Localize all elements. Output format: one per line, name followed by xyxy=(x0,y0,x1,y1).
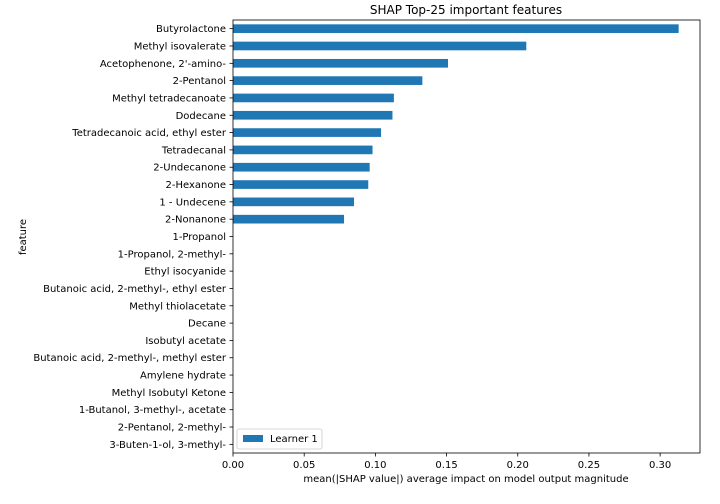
y-tick-label: Amylene hydrate xyxy=(140,371,226,382)
bar-7 xyxy=(233,145,373,155)
bar-2 xyxy=(233,58,448,68)
legend-swatch xyxy=(243,435,263,442)
y-tick-label: Butyrolactone xyxy=(156,24,226,35)
plot-frame xyxy=(232,19,701,454)
bar-11 xyxy=(233,214,345,224)
y-axis-ticks: Butyrolactone Methyl isovalerate Acetophen… xyxy=(33,24,233,451)
y-tick-label: Butanoic acid, 2-methyl-, methyl ester xyxy=(33,353,227,364)
x-axis-label: mean(|SHAP value|) average impact on mod… xyxy=(303,474,628,485)
y-tick-label: 1 - Undecene xyxy=(159,197,226,208)
x-axis-ticks: 0.00 0.05 0.10 0.15 0.20 0.25 0.30 xyxy=(222,453,671,471)
y-tick-label: 3-Buten-1-ol, 3-methyl- xyxy=(109,440,226,451)
x-tick-label: 0.30 xyxy=(649,460,671,471)
y-tick-label: Methyl isovalerate xyxy=(134,41,226,52)
bar-6 xyxy=(233,128,382,137)
y-tick-label: Methyl thiolacetate xyxy=(129,301,226,312)
y-tick-label: 1-Propanol, 2-methyl- xyxy=(118,249,227,260)
bar-4 xyxy=(233,93,394,103)
y-tick-label: 2-Hexanone xyxy=(166,180,226,191)
legend: Learner 1 xyxy=(236,428,323,450)
bar-3 xyxy=(233,76,423,85)
y-tick-label: Dodecane xyxy=(176,111,226,122)
x-tick-label: 0.25 xyxy=(578,460,600,471)
bar-5 xyxy=(233,110,393,120)
y-tick-label: Tetradecanoic acid, ethyl ester xyxy=(71,128,227,139)
y-tick-label: Ethyl isocyanide xyxy=(144,267,226,278)
y-tick-label: 2-Undecanone xyxy=(153,163,226,174)
y-tick-label: Methyl Isobutyl Ketone xyxy=(112,388,226,399)
y-tick-label: Acetophenone, 2'-amino- xyxy=(100,59,227,70)
chart-title: SHAP Top-25 important features xyxy=(370,3,562,17)
y-tick-label: Methyl tetradecanoate xyxy=(112,93,226,104)
bars-group xyxy=(233,24,679,224)
y-tick-label: Butanoic acid, 2-methyl-, ethyl ester xyxy=(43,284,227,295)
x-tick-label: 0.00 xyxy=(222,460,244,471)
y-tick-label: Decane xyxy=(188,319,226,330)
x-tick-label: 0.10 xyxy=(364,460,386,471)
y-tick-label: Tetradecanal xyxy=(161,145,226,156)
x-tick-label: 0.20 xyxy=(507,460,529,471)
y-axis-label: feature xyxy=(18,219,29,255)
bar-1 xyxy=(233,41,527,51)
legend-label: Learner 1 xyxy=(270,434,318,445)
bar-0 xyxy=(233,24,679,33)
x-tick-label: 0.15 xyxy=(435,460,457,471)
bar-9 xyxy=(233,180,369,189)
bar-10 xyxy=(233,197,355,207)
y-tick-label: 1-Propanol xyxy=(172,232,226,243)
y-tick-label: Isobutyl acetate xyxy=(145,336,226,347)
bar-8 xyxy=(233,162,370,172)
y-tick-label: 1-Butanol, 3-methyl-, acetate xyxy=(79,405,226,416)
x-tick-label: 0.05 xyxy=(293,460,315,471)
y-tick-label: 2-Pentanol, 2-methyl- xyxy=(118,423,227,434)
y-tick-label: 2-Nonanone xyxy=(165,215,226,226)
y-tick-label: 2-Pentanol xyxy=(173,76,226,87)
legend-box xyxy=(236,428,323,450)
